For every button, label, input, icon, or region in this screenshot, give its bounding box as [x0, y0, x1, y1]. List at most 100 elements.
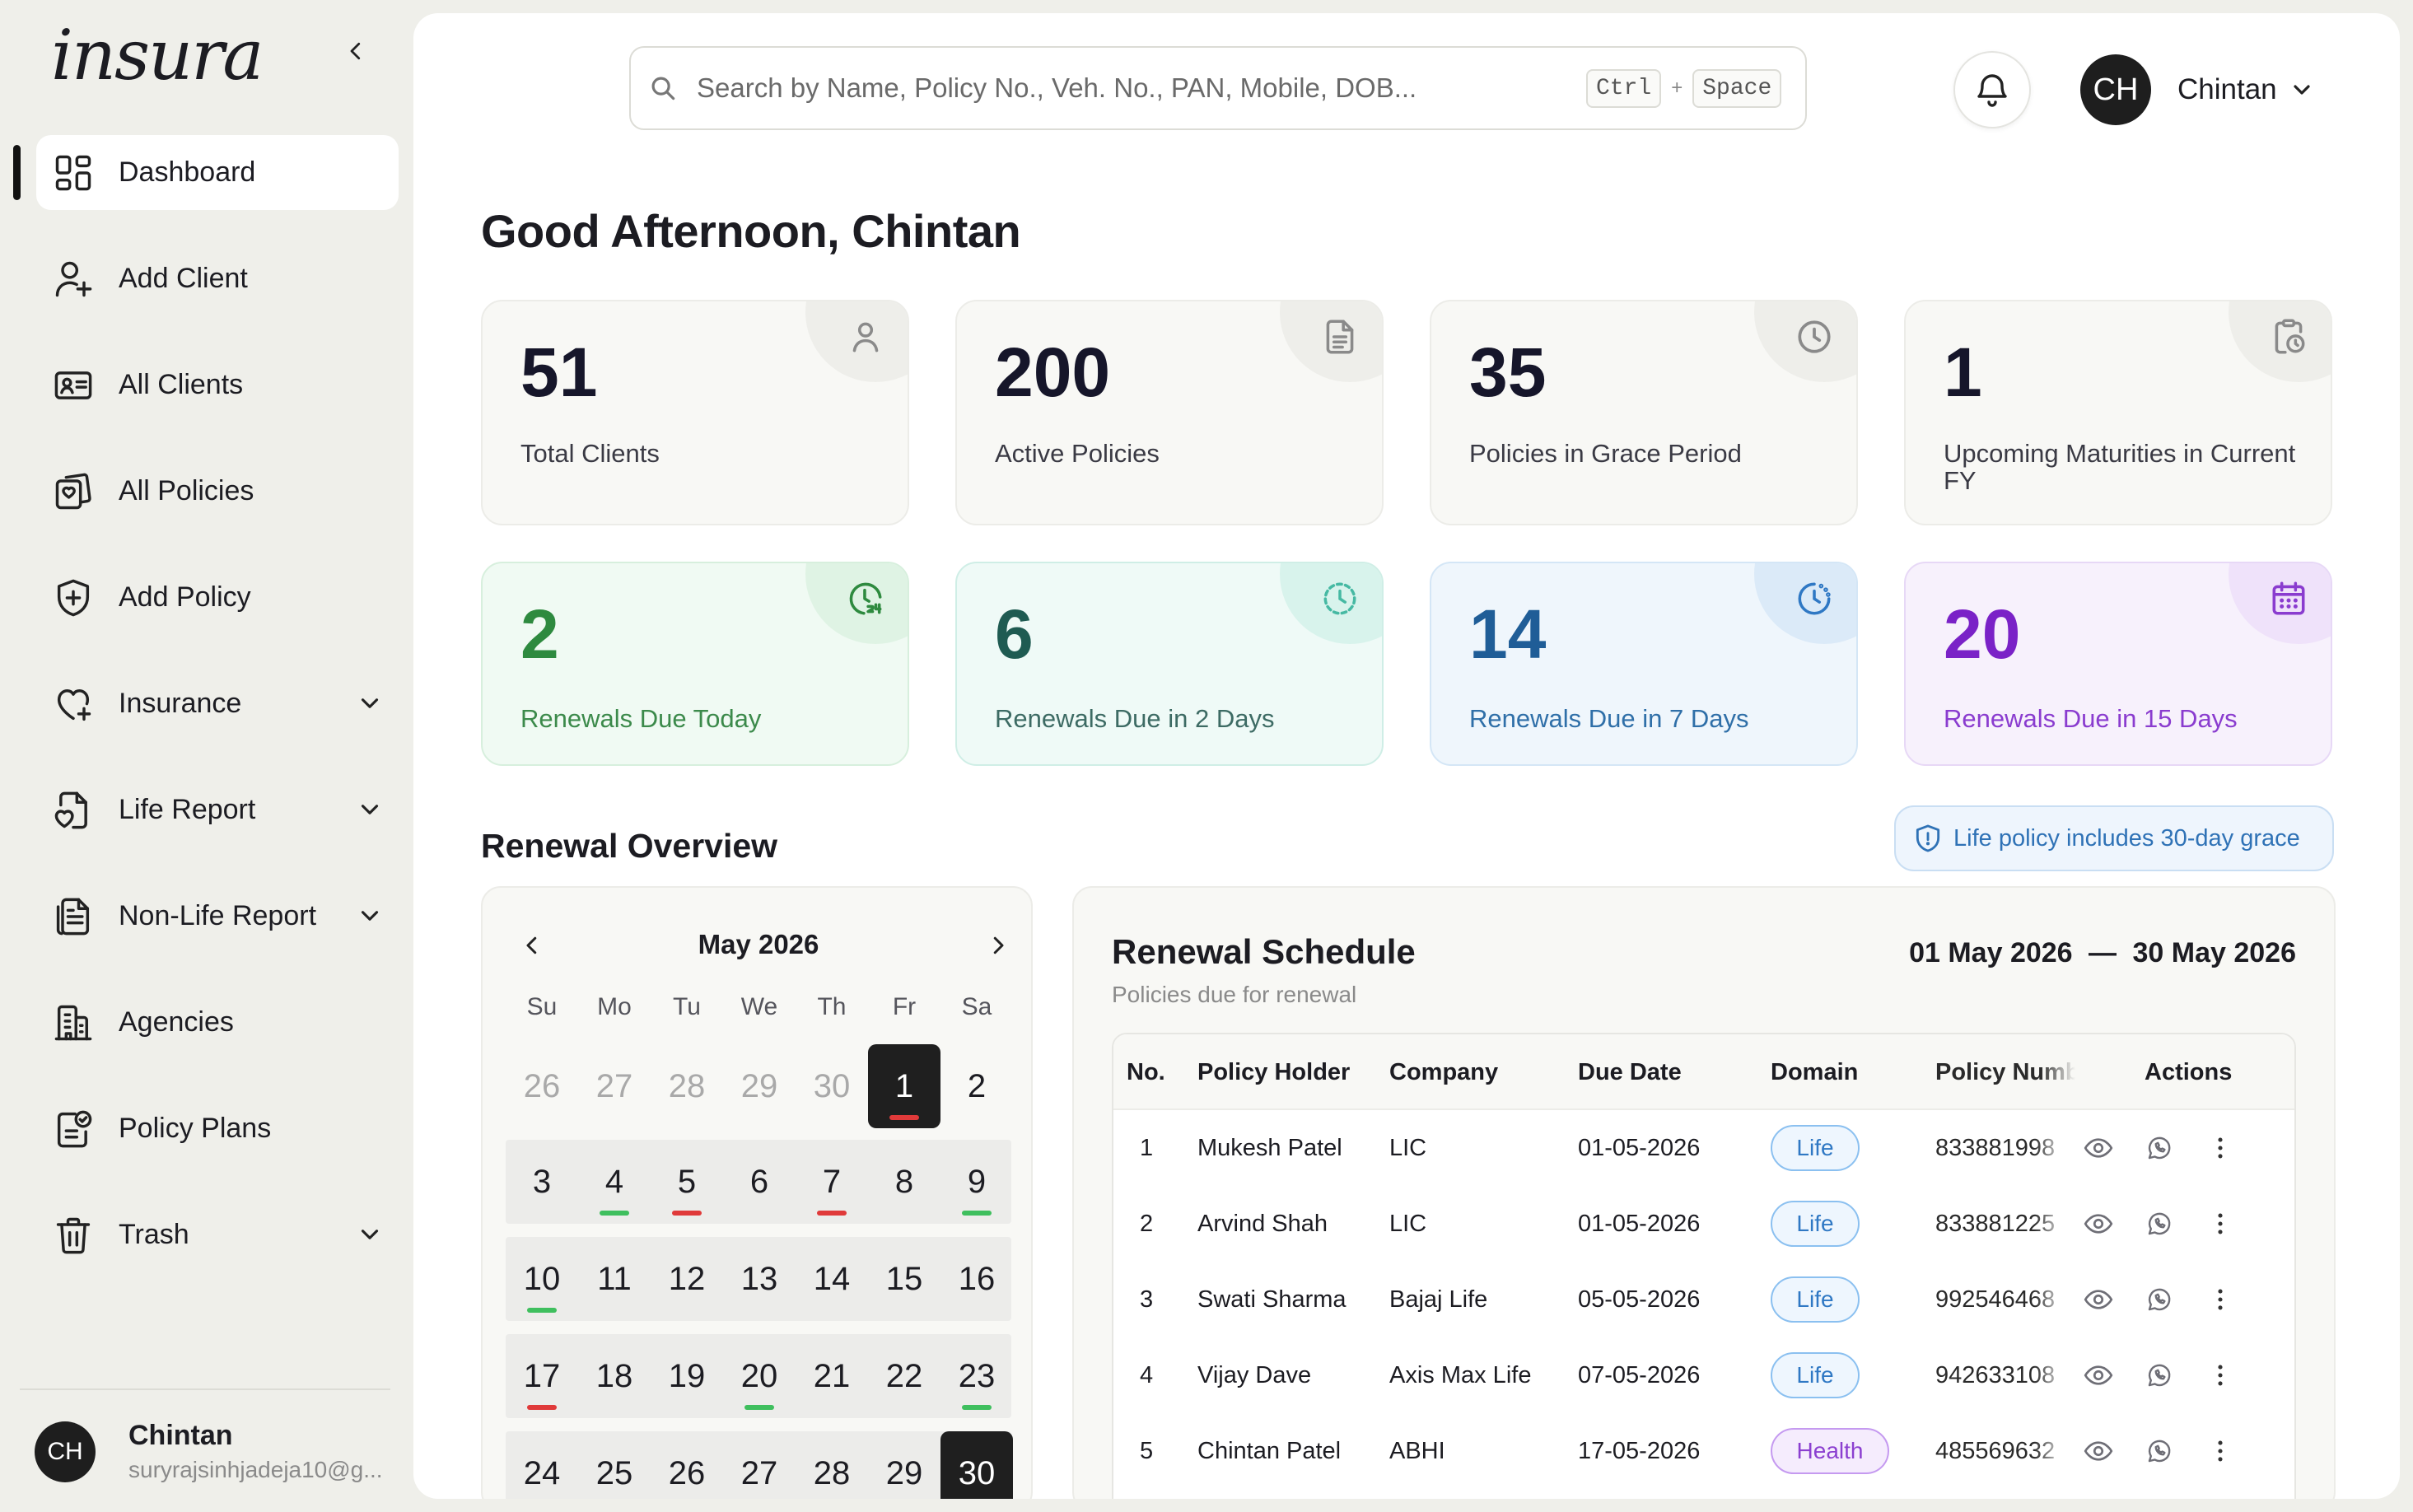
- table-row[interactable]: 1 Mukesh Patel LIC 01-05-2026 Life 833881998: [1113, 1110, 2294, 1186]
- sidebar-item-trash[interactable]: Trash: [36, 1197, 399, 1272]
- calendar-day[interactable]: 17: [506, 1334, 578, 1418]
- calendar-prev-button[interactable]: [516, 929, 548, 962]
- calendar-day-number: 28: [813, 1454, 851, 1491]
- dashboard-icon: [51, 151, 96, 195]
- collapse-sidebar-button[interactable]: [338, 33, 374, 69]
- sidebar-item-agencies[interactable]: Agencies: [36, 985, 399, 1060]
- column-header: Domain: [1771, 1059, 1859, 1085]
- calendar-day[interactable]: 8: [868, 1140, 940, 1224]
- whatsapp-button[interactable]: [2141, 1206, 2177, 1242]
- calendar-next-button[interactable]: [982, 929, 1015, 962]
- calendar-day[interactable]: 29: [723, 1044, 796, 1128]
- calendar-day[interactable]: 26: [651, 1431, 723, 1499]
- stat-card-active-policies[interactable]: 200 Active Policies: [955, 300, 1384, 525]
- whatsapp-button[interactable]: [2141, 1357, 2177, 1393]
- notifications-button[interactable]: [1953, 51, 2031, 128]
- eye-icon: [2083, 1208, 2114, 1239]
- calendar-day[interactable]: 26: [506, 1044, 578, 1128]
- sidebar-item-policy-plans[interactable]: Policy Plans: [36, 1091, 399, 1166]
- calendar-day-number: 26: [523, 1067, 561, 1104]
- calendar-day[interactable]: 20: [723, 1334, 796, 1418]
- profile-name: Chintan: [128, 1420, 233, 1451]
- calendar-day[interactable]: 2: [940, 1044, 1013, 1128]
- calendar-day[interactable]: 30: [940, 1431, 1013, 1499]
- calendar-day[interactable]: 27: [578, 1044, 651, 1128]
- renewal-card-7-days[interactable]: 14 Renewals Due in 7 Days: [1430, 562, 1858, 766]
- column-header: No.: [1127, 1059, 1165, 1085]
- sidebar-item-all-policies[interactable]: All Policies: [36, 454, 399, 529]
- calendar-day[interactable]: 30: [796, 1044, 868, 1128]
- stat-value: 51: [520, 334, 598, 411]
- calendar-day[interactable]: 16: [940, 1237, 1013, 1321]
- table-row[interactable]: 3 Swati Sharma Bajaj Life 05-05-2026 Life 992…: [1113, 1262, 2294, 1337]
- renewal-card-2-days[interactable]: 6 Renewals Due in 2 Days: [955, 562, 1384, 766]
- view-button[interactable]: [2080, 1357, 2117, 1393]
- calendar-day[interactable]: 7: [796, 1140, 868, 1224]
- renewal-card-15-days[interactable]: 20 Renewals Due in 15 Days: [1904, 562, 2332, 766]
- more-options-button[interactable]: [2202, 1130, 2238, 1166]
- calendar-weekday: Th: [817, 993, 847, 1020]
- whatsapp-button[interactable]: [2141, 1130, 2177, 1166]
- whatsapp-button[interactable]: [2141, 1281, 2177, 1318]
- renewal-label: Renewals Due in 2 Days: [995, 704, 1275, 733]
- sidebar-profile[interactable]: CH Chintan suryrajsinhjadeja10@g...: [35, 1420, 400, 1483]
- more-options-button[interactable]: [2202, 1206, 2238, 1242]
- calendar-day[interactable]: 14: [796, 1237, 868, 1321]
- renewal-card-today[interactable]: 2 Renewals Due Today: [481, 562, 909, 766]
- brand-logo[interactable]: insura: [51, 15, 264, 96]
- stat-card-total-clients[interactable]: 51 Total Clients: [481, 300, 909, 525]
- search-input[interactable]: [697, 72, 1586, 104]
- policy-holder: Vijay Dave: [1197, 1362, 1312, 1388]
- calendar-day[interactable]: 4: [578, 1140, 651, 1224]
- view-button[interactable]: [2080, 1130, 2117, 1166]
- whatsapp-button[interactable]: [2141, 1433, 2177, 1469]
- calendar-day[interactable]: 24: [506, 1431, 578, 1499]
- company: ABHI: [1389, 1438, 1445, 1464]
- calendar-day[interactable]: 21: [796, 1334, 868, 1418]
- user-menu[interactable]: CH Chintan: [2080, 54, 2315, 125]
- calendar-day[interactable]: 28: [651, 1044, 723, 1128]
- calendar-day[interactable]: 29: [868, 1431, 940, 1499]
- view-button[interactable]: [2080, 1281, 2117, 1318]
- row-number: 1: [1140, 1135, 1154, 1161]
- calendar-day[interactable]: 15: [868, 1237, 940, 1321]
- sidebar-item-non-life-report[interactable]: Non-Life Report: [36, 879, 399, 954]
- calendar-day[interactable]: 19: [651, 1334, 723, 1418]
- calendar-day-number: 11: [597, 1260, 632, 1297]
- more-options-button[interactable]: [2202, 1281, 2238, 1318]
- calendar-day[interactable]: 6: [723, 1140, 796, 1224]
- calendar-day[interactable]: 22: [868, 1334, 940, 1418]
- stat-card-upcoming-maturities[interactable]: 1 Upcoming Maturities in Current FY: [1904, 300, 2332, 525]
- table-row[interactable]: 4 Vijay Dave Axis Max Life 07-05-2026 Life 94…: [1113, 1337, 2294, 1413]
- table-row[interactable]: 2 Arvind Shah LIC 01-05-2026 Life 833881225: [1113, 1186, 2294, 1262]
- calendar-day[interactable]: 11: [578, 1237, 651, 1321]
- calendar-day[interactable]: 27: [723, 1431, 796, 1499]
- sidebar-item-add-client[interactable]: Add Client: [36, 241, 399, 316]
- sidebar-item-life-report[interactable]: Life Report: [36, 772, 399, 847]
- calendar-day[interactable]: 9: [940, 1140, 1013, 1224]
- view-button[interactable]: [2080, 1433, 2117, 1469]
- calendar-day[interactable]: 18: [578, 1334, 651, 1418]
- calendar-day[interactable]: 3: [506, 1140, 578, 1224]
- more-options-button[interactable]: [2202, 1433, 2238, 1469]
- sidebar-item-add-policy[interactable]: Add Policy: [36, 560, 399, 635]
- calendar-day[interactable]: 23: [940, 1334, 1013, 1418]
- calendar-day[interactable]: 12: [651, 1237, 723, 1321]
- search-bar[interactable]: Ctrl + Space: [629, 46, 1807, 130]
- sidebar-item-all-clients[interactable]: All Clients: [36, 348, 399, 422]
- calendar-day[interactable]: 13: [723, 1237, 796, 1321]
- sidebar-item-insurance[interactable]: Insurance: [36, 666, 399, 741]
- renewal-done-marker: [962, 1211, 992, 1216]
- calendar-week-row: [506, 1334, 1011, 1418]
- renewal-value: 6: [995, 595, 1034, 673]
- calendar-day[interactable]: 25: [578, 1431, 651, 1499]
- stat-card-grace-period[interactable]: 35 Policies in Grace Period: [1430, 300, 1858, 525]
- calendar-day[interactable]: 5: [651, 1140, 723, 1224]
- calendar-day[interactable]: 10: [506, 1237, 578, 1321]
- more-options-button[interactable]: [2202, 1357, 2238, 1393]
- table-row[interactable]: 5 Chintan Patel ABHI 17-05-2026 Health 485569…: [1113, 1413, 2294, 1489]
- calendar-day[interactable]: 1: [868, 1044, 940, 1128]
- sidebar-item-dashboard[interactable]: Dashboard: [13, 135, 399, 210]
- view-button[interactable]: [2080, 1206, 2117, 1242]
- calendar-day[interactable]: 28: [796, 1431, 868, 1499]
